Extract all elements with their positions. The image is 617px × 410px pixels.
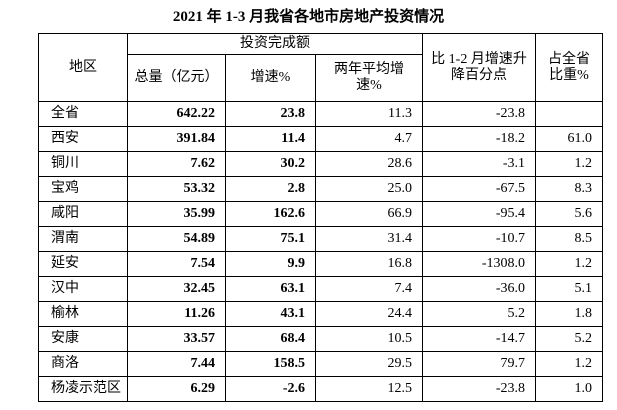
table-row: 宝鸡 53.32 2.8 25.0 -67.5 8.3 bbox=[38, 176, 603, 202]
value-cell: 642.22 bbox=[127, 101, 226, 127]
value-cell: 7.4 bbox=[315, 276, 423, 302]
value-cell: 54.89 bbox=[127, 226, 226, 252]
region-cell: 汉中 bbox=[38, 276, 128, 302]
region-cell: 咸阳 bbox=[38, 201, 128, 227]
value-cell: 68.4 bbox=[225, 326, 316, 352]
value-cell: 66.9 bbox=[315, 201, 423, 227]
value-cell: 61.0 bbox=[535, 126, 603, 152]
value-cell: 33.57 bbox=[127, 326, 226, 352]
value-cell: 1.0 bbox=[535, 376, 603, 402]
value-cell: 30.2 bbox=[225, 151, 316, 177]
table-row: 全省 642.22 23.8 11.3 -23.8 bbox=[38, 101, 603, 127]
value-cell: 162.6 bbox=[225, 201, 316, 227]
value-cell: 1.2 bbox=[535, 151, 603, 177]
value-cell: 8.3 bbox=[535, 176, 603, 202]
value-cell: -2.6 bbox=[225, 376, 316, 402]
value-cell: 16.8 bbox=[315, 251, 423, 277]
table-row: 渭南 54.89 75.1 31.4 -10.7 8.5 bbox=[38, 226, 603, 252]
value-cell: 5.1 bbox=[535, 276, 603, 302]
value-cell: -3.1 bbox=[422, 151, 536, 177]
value-cell: 75.1 bbox=[225, 226, 316, 252]
value-cell: 35.99 bbox=[127, 201, 226, 227]
value-cell: -23.8 bbox=[422, 376, 536, 402]
value-cell: 4.7 bbox=[315, 126, 423, 152]
value-cell: 11.3 bbox=[315, 101, 423, 127]
table-row: 安康 33.57 68.4 10.5 -14.7 5.2 bbox=[38, 326, 603, 352]
value-cell: 11.4 bbox=[225, 126, 316, 152]
value-cell: -95.4 bbox=[422, 201, 536, 227]
value-cell: 63.1 bbox=[225, 276, 316, 302]
value-cell: 28.6 bbox=[315, 151, 423, 177]
value-cell: 10.5 bbox=[315, 326, 423, 352]
value-cell: 5.2 bbox=[422, 301, 536, 327]
value-cell: 8.5 bbox=[535, 226, 603, 252]
header-cell: 比 1-2 月增速升降百分点 bbox=[422, 33, 536, 102]
value-cell: 24.4 bbox=[315, 301, 423, 327]
table-row: 铜川 7.62 30.2 28.6 -3.1 1.2 bbox=[38, 151, 603, 177]
table-row: 西安 391.84 11.4 4.7 -18.2 61.0 bbox=[38, 126, 603, 152]
table-row: 商洛 7.44 158.5 29.5 79.7 1.2 bbox=[38, 351, 603, 377]
table-row: 咸阳 35.99 162.6 66.9 -95.4 5.6 bbox=[38, 201, 603, 227]
table-row: 汉中 32.45 63.1 7.4 -36.0 5.1 bbox=[38, 276, 603, 302]
value-cell: 43.1 bbox=[225, 301, 316, 327]
region-cell: 渭南 bbox=[38, 226, 128, 252]
table-row: 延安 7.54 9.9 16.8 -1308.0 1.2 bbox=[38, 251, 603, 277]
value-cell: 7.44 bbox=[127, 351, 226, 377]
region-cell: 铜川 bbox=[38, 151, 128, 177]
value-cell: 1.2 bbox=[535, 351, 603, 377]
value-cell: 9.9 bbox=[225, 251, 316, 277]
value-cell: 158.5 bbox=[225, 351, 316, 377]
value-cell: 29.5 bbox=[315, 351, 423, 377]
header-cell: 占全省比重% bbox=[535, 33, 603, 102]
value-cell: 12.5 bbox=[315, 376, 423, 402]
value-cell: 6.29 bbox=[127, 376, 226, 402]
value-cell: 1.2 bbox=[535, 251, 603, 277]
region-cell: 安康 bbox=[38, 326, 128, 352]
value-cell bbox=[535, 101, 603, 127]
table: 地区 投资完成额 比 1-2 月增速升降百分点 占全省比重% 总量（亿元） 增速… bbox=[38, 33, 603, 402]
table-body: 全省 642.22 23.8 11.3 -23.8 西安 391.84 11.4 4.7 -18.… bbox=[38, 101, 603, 402]
value-cell: -18.2 bbox=[422, 126, 536, 152]
value-cell: 31.4 bbox=[315, 226, 423, 252]
region-cell: 宝鸡 bbox=[38, 176, 128, 202]
value-cell: -23.8 bbox=[422, 101, 536, 127]
header-cell: 增速% bbox=[225, 54, 316, 102]
value-cell: 1.8 bbox=[535, 301, 603, 327]
value-cell: 79.7 bbox=[422, 351, 536, 377]
value-cell: 391.84 bbox=[127, 126, 226, 152]
region-cell: 延安 bbox=[38, 251, 128, 277]
value-cell: 2.8 bbox=[225, 176, 316, 202]
header-cell: 总量（亿元） bbox=[127, 54, 226, 102]
region-cell: 商洛 bbox=[38, 351, 128, 377]
region-cell: 全省 bbox=[38, 101, 128, 127]
region-cell: 榆林 bbox=[38, 301, 128, 327]
region-cell: 杨凌示范区 bbox=[38, 376, 128, 402]
value-cell: -36.0 bbox=[422, 276, 536, 302]
value-cell: -1308.0 bbox=[422, 251, 536, 277]
value-cell: 11.26 bbox=[127, 301, 226, 327]
value-cell: 5.6 bbox=[535, 201, 603, 227]
value-cell: -67.5 bbox=[422, 176, 536, 202]
value-cell: -10.7 bbox=[422, 226, 536, 252]
table-row: 榆林 11.26 43.1 24.4 5.2 1.8 bbox=[38, 301, 603, 327]
table-title: 2021 年 1-3 月我省各地市房地产投资情况 bbox=[172, 9, 445, 25]
value-cell: -14.7 bbox=[422, 326, 536, 352]
header-cell: 投资完成额 bbox=[127, 33, 423, 55]
value-cell: 7.54 bbox=[127, 251, 226, 277]
value-cell: 7.62 bbox=[127, 151, 226, 177]
region-cell: 西安 bbox=[38, 126, 128, 152]
value-cell: 32.45 bbox=[127, 276, 226, 302]
value-cell: 53.32 bbox=[127, 176, 226, 202]
value-cell: 5.2 bbox=[535, 326, 603, 352]
table-row: 杨凌示范区 6.29 -2.6 12.5 -23.8 1.0 bbox=[38, 376, 603, 402]
header-cell: 地区 bbox=[38, 33, 128, 102]
header-cell: 两年平均增速% bbox=[315, 54, 423, 102]
value-cell: 23.8 bbox=[225, 101, 316, 127]
value-cell: 25.0 bbox=[315, 176, 423, 202]
